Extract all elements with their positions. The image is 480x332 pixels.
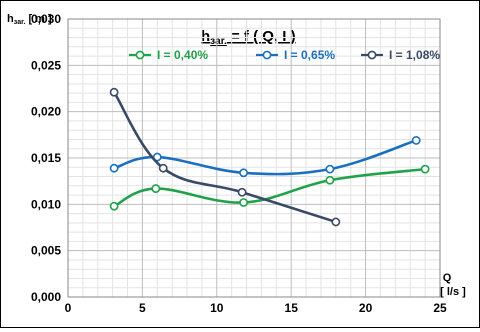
x-axis-label: Q — [443, 272, 452, 284]
y-axis-label-unit: [ m ] — [25, 13, 52, 25]
legend: I = 0,40% I = 0,65% I = 1,08% — [129, 48, 440, 62]
y-tick-label: 0,000 — [31, 290, 61, 304]
series-point — [151, 184, 161, 193]
y-tick-label: 0,005 — [31, 244, 61, 258]
y-axis-label-main: h — [7, 13, 14, 25]
x-tick-label: 25 — [433, 301, 447, 315]
plot-border — [67, 18, 441, 298]
y-tick-label: 0,015 — [31, 151, 61, 165]
series-point — [325, 175, 335, 185]
x-tick-label: 0 — [65, 301, 72, 315]
series-line — [113, 91, 337, 224]
legend-label: I = 0,40% — [157, 48, 208, 62]
chart: hзar. = f ( Q, I ) hзar. [ m ] Q [ l/s ]… — [7, 12, 466, 315]
series-point — [109, 87, 119, 97]
series-point — [109, 163, 119, 173]
series-point — [420, 164, 430, 174]
x-axis-unit: [ l/s ] — [440, 286, 466, 298]
series-point — [239, 168, 248, 178]
x-tick-label: 5 — [139, 301, 146, 315]
x-tick-label: 10 — [210, 301, 224, 315]
series-point — [237, 187, 247, 197]
legend-label: I = 1,08% — [389, 48, 440, 62]
legend-marker — [262, 50, 272, 60]
series-point — [331, 217, 341, 227]
y-axis-label-sub: зar. — [14, 19, 26, 26]
y-tick-label: 0,025 — [31, 58, 61, 72]
legend-label: I = 0,65% — [284, 48, 335, 62]
series-point — [325, 164, 335, 174]
series-point — [158, 163, 168, 173]
y-axis-label: hзar. [ m ] — [7, 13, 52, 26]
y-tick-label: 0,010 — [31, 197, 61, 211]
chart-title-main: h — [201, 28, 210, 45]
chart-title-sub: зar. — [210, 36, 227, 47]
plot-area: 0 5 10 15 20 25 0,000 0,005 0,010 0,015 0,020 0,025… — [31, 12, 447, 315]
legend-marker — [367, 50, 377, 60]
y-tick-label: 0,030 — [31, 12, 61, 26]
x-tick-label: 15 — [285, 301, 299, 315]
x-tick-label: 20 — [359, 301, 373, 315]
series-point — [411, 135, 421, 145]
series-point — [239, 198, 248, 207]
y-tick-label: 0,020 — [31, 105, 61, 119]
legend-marker — [135, 50, 145, 60]
series-point — [109, 201, 119, 211]
